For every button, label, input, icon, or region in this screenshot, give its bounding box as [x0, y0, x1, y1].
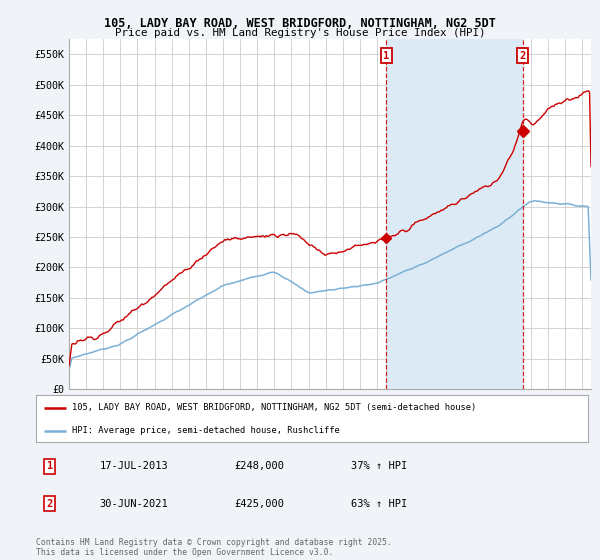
- Text: 2: 2: [520, 50, 526, 60]
- Bar: [386, 39, 523, 389]
- Text: 1: 1: [383, 50, 389, 60]
- Text: 105, LADY BAY ROAD, WEST BRIDGFORD, NOTTINGHAM, NG2 5DT (semi-detached house): 105, LADY BAY ROAD, WEST BRIDGFORD, NOTT…: [72, 403, 476, 412]
- Text: 30-JUN-2021: 30-JUN-2021: [100, 498, 168, 508]
- Text: 2: 2: [47, 498, 53, 508]
- Text: Contains HM Land Registry data © Crown copyright and database right 2025.
This d: Contains HM Land Registry data © Crown c…: [36, 538, 392, 557]
- Text: HPI: Average price, semi-detached house, Rushcliffe: HPI: Average price, semi-detached house,…: [72, 426, 340, 435]
- Text: Price paid vs. HM Land Registry's House Price Index (HPI): Price paid vs. HM Land Registry's House …: [115, 28, 485, 38]
- Text: £425,000: £425,000: [235, 498, 285, 508]
- Text: 17-JUL-2013: 17-JUL-2013: [100, 461, 168, 472]
- Text: 63% ↑ HPI: 63% ↑ HPI: [350, 498, 407, 508]
- Text: 1: 1: [47, 461, 53, 472]
- Text: 105, LADY BAY ROAD, WEST BRIDGFORD, NOTTINGHAM, NG2 5DT: 105, LADY BAY ROAD, WEST BRIDGFORD, NOTT…: [104, 17, 496, 30]
- Text: £248,000: £248,000: [235, 461, 285, 472]
- Text: 37% ↑ HPI: 37% ↑ HPI: [350, 461, 407, 472]
